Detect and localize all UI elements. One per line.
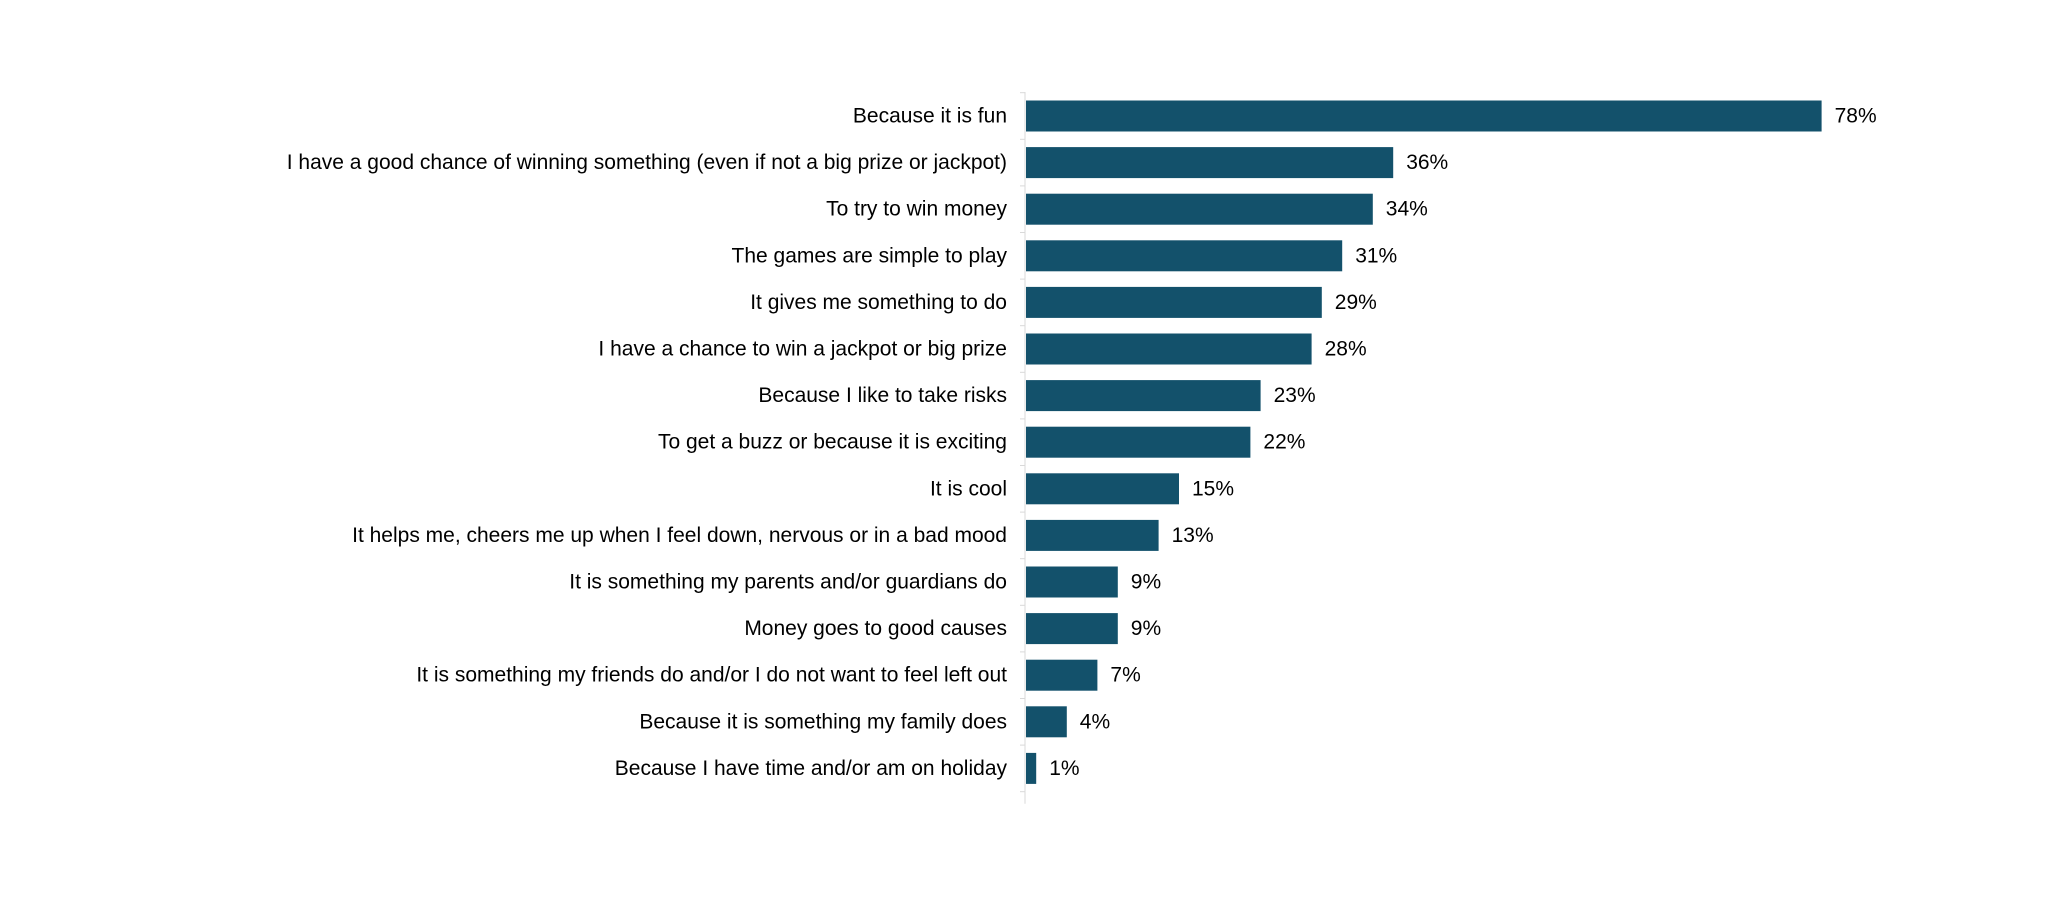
category-label: Because I have time and/or am on holiday	[615, 757, 1008, 780]
value-label: 29%	[1335, 291, 1377, 314]
bar	[1026, 193, 1373, 225]
category-labels: Because it is fun I have a good chance of…	[287, 105, 1008, 780]
value-label: 4%	[1080, 710, 1110, 733]
value-label: 31%	[1355, 244, 1397, 267]
category-label: It is something my friends do and/or I d…	[416, 664, 1007, 687]
category-label: It is cool	[930, 477, 1007, 500]
category-label: It helps me, cheers me up when I feel do…	[352, 524, 1007, 547]
category-label: To try to win money	[826, 198, 1007, 221]
value-label: 15%	[1192, 477, 1234, 500]
category-label: Because it is something my family does	[639, 710, 1007, 733]
bar	[1026, 566, 1118, 598]
value-label: 9%	[1131, 571, 1161, 594]
value-label: 78%	[1835, 105, 1877, 128]
bar	[1026, 286, 1322, 318]
value-labels: 78% 36% 34% 31% 29% 28% 23% 22% 15% 13% 9% 9% 7%4% 1%	[1049, 105, 1876, 780]
bars	[1026, 100, 1822, 784]
category-label: I have a chance to win a jackpot or big …	[598, 338, 1007, 361]
bar	[1026, 613, 1118, 645]
category-label: It is something my parents and/or guardi…	[569, 571, 1007, 594]
value-label: 9%	[1131, 617, 1161, 640]
bar	[1026, 752, 1037, 784]
category-label: To get a buzz or because it is exciting	[658, 431, 1007, 454]
category-label: Money goes to good causes	[744, 617, 1007, 640]
bar	[1026, 240, 1343, 272]
value-label: 36%	[1406, 151, 1448, 174]
category-label: I have a good chance of winning somethin…	[287, 151, 1007, 174]
category-label: It gives me something to do	[750, 291, 1007, 314]
value-label: 28%	[1325, 338, 1367, 361]
value-label: 22%	[1263, 431, 1305, 454]
bar	[1026, 519, 1159, 551]
category-label: The games are simple to play	[732, 244, 1008, 267]
axis-ticks	[1020, 92, 1025, 793]
bar	[1026, 147, 1394, 179]
category-label: Because it is fun	[853, 105, 1007, 128]
value-label: 1%	[1049, 757, 1079, 780]
value-label: 13%	[1172, 524, 1214, 547]
category-label: Because I like to take risks	[758, 384, 1007, 407]
bar	[1026, 380, 1261, 412]
bar	[1026, 473, 1179, 505]
bar	[1026, 706, 1067, 738]
bar	[1026, 333, 1312, 365]
value-label: 23%	[1274, 384, 1316, 407]
value-label: 7%	[1110, 664, 1140, 687]
bar	[1026, 659, 1098, 691]
bar	[1026, 426, 1251, 458]
value-label: 34%	[1386, 198, 1428, 221]
bar	[1026, 100, 1822, 132]
